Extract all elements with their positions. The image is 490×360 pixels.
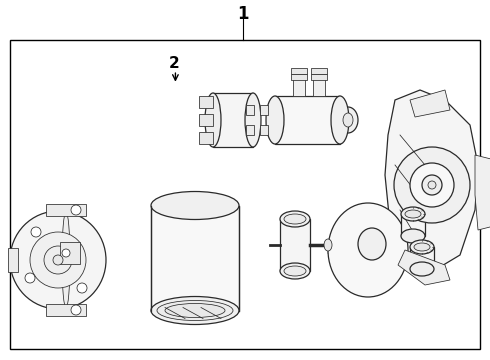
Bar (275, 96, 340, 144)
Ellipse shape (62, 212, 70, 308)
Ellipse shape (71, 205, 81, 215)
Ellipse shape (414, 243, 430, 251)
Bar (291, 68, 307, 74)
Bar (260, 125, 268, 135)
Ellipse shape (343, 113, 353, 127)
Bar (260, 105, 268, 115)
Ellipse shape (25, 273, 35, 283)
Bar (199, 96, 213, 108)
Ellipse shape (358, 228, 386, 260)
Ellipse shape (331, 96, 349, 144)
Ellipse shape (338, 107, 358, 133)
Bar (311, 74, 327, 80)
Bar (291, 74, 307, 80)
Ellipse shape (77, 283, 87, 293)
Ellipse shape (410, 240, 434, 254)
Ellipse shape (428, 181, 436, 189)
Polygon shape (475, 155, 490, 230)
Ellipse shape (151, 192, 239, 220)
Ellipse shape (245, 93, 261, 147)
Ellipse shape (157, 301, 233, 320)
Bar (10, 40, 480, 349)
Ellipse shape (165, 303, 225, 318)
Bar (213, 93, 253, 147)
Bar (246, 125, 254, 135)
Ellipse shape (410, 163, 454, 207)
Ellipse shape (10, 211, 106, 309)
Bar (401, 214, 425, 236)
Ellipse shape (328, 248, 408, 258)
Ellipse shape (205, 93, 221, 147)
Bar (199, 114, 213, 126)
Ellipse shape (280, 211, 310, 227)
Ellipse shape (405, 210, 421, 218)
Bar (246, 105, 254, 115)
Polygon shape (46, 304, 86, 316)
Ellipse shape (53, 255, 63, 265)
Ellipse shape (71, 305, 81, 315)
Ellipse shape (62, 249, 70, 257)
Ellipse shape (30, 232, 86, 288)
Ellipse shape (410, 262, 434, 276)
Bar (58, 212, 66, 308)
Ellipse shape (44, 246, 72, 274)
Polygon shape (410, 90, 450, 117)
Ellipse shape (401, 229, 425, 243)
Text: 1: 1 (237, 5, 248, 23)
Ellipse shape (284, 214, 306, 224)
Ellipse shape (280, 263, 310, 279)
Bar (311, 68, 327, 74)
Ellipse shape (266, 96, 284, 144)
Bar (313, 78, 325, 96)
Ellipse shape (394, 147, 470, 223)
Ellipse shape (284, 266, 306, 276)
Bar (293, 78, 305, 96)
Bar (199, 132, 213, 144)
Bar (151, 206, 239, 310)
Ellipse shape (324, 239, 332, 251)
Bar (410, 247, 434, 269)
Ellipse shape (151, 297, 239, 324)
Bar (60, 242, 80, 264)
Polygon shape (385, 90, 478, 270)
Ellipse shape (422, 175, 442, 195)
Polygon shape (8, 248, 18, 272)
Ellipse shape (328, 203, 408, 297)
Polygon shape (398, 250, 450, 285)
Ellipse shape (401, 207, 425, 221)
Text: 2: 2 (169, 55, 179, 71)
Polygon shape (46, 204, 86, 216)
Bar (280, 219, 310, 271)
Ellipse shape (31, 227, 41, 237)
